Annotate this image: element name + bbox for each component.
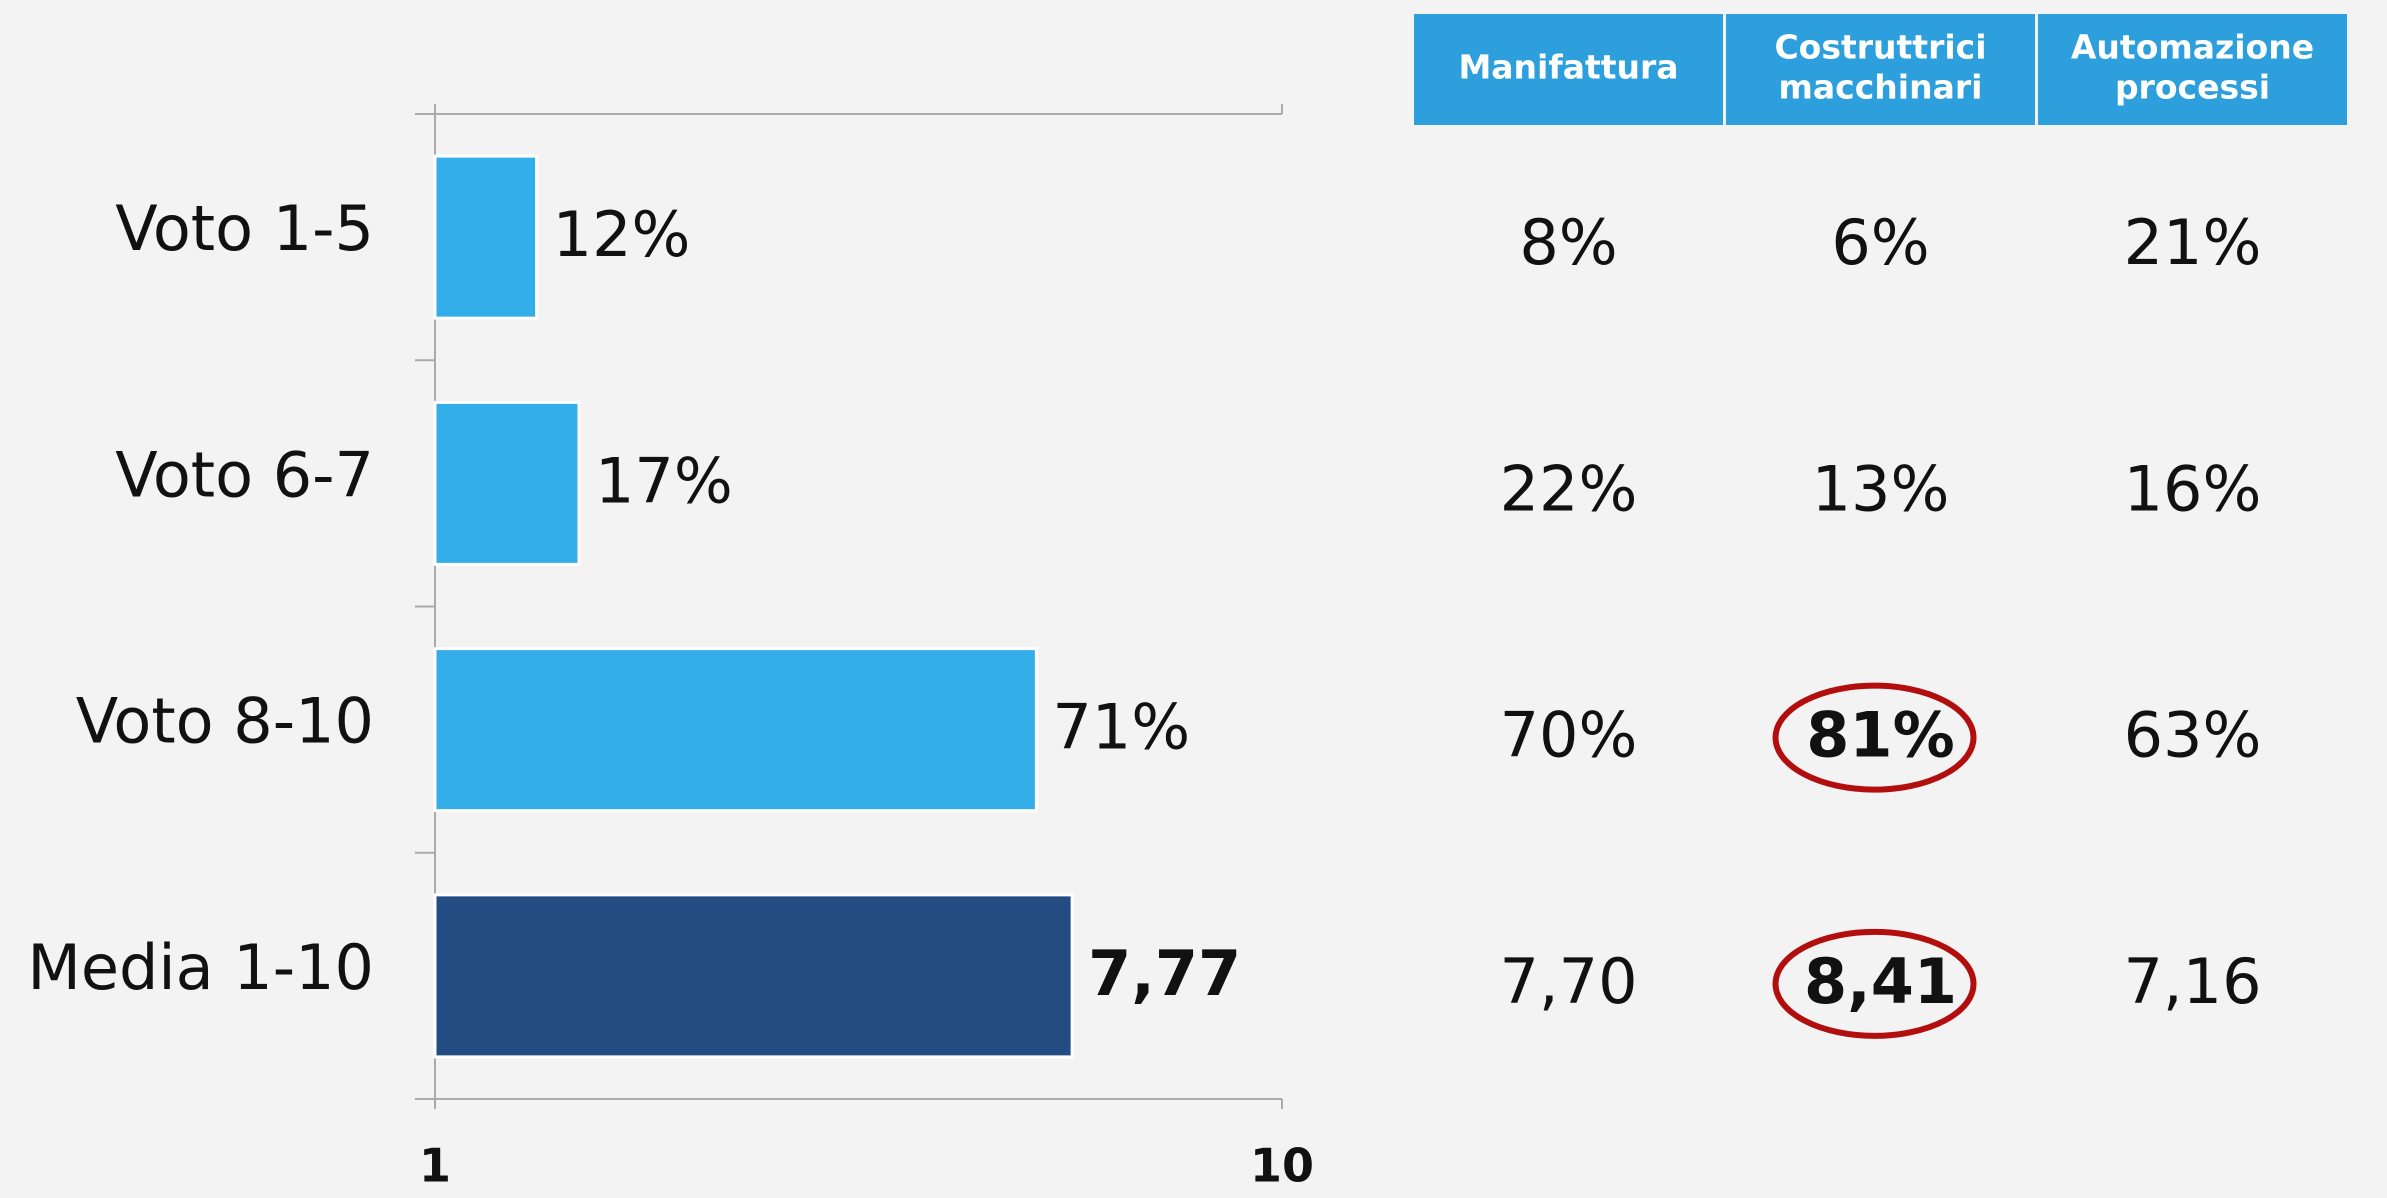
table-cell: 7,16: [2123, 945, 2261, 1018]
category-label: Voto 8-10: [76, 685, 374, 758]
table-header-text: macchinari: [1779, 68, 1983, 107]
table-cell: 6%: [1831, 206, 1929, 279]
highlight-circle: [1772, 928, 1977, 1039]
x-tick-label: 1: [419, 1139, 451, 1193]
table-cell: 22%: [1500, 452, 1638, 525]
table-cell: 70%: [1500, 699, 1638, 772]
table-header-text: Manifattura: [1458, 48, 1678, 87]
table-cell: 8%: [1519, 206, 1617, 279]
value-label: 12%: [553, 198, 691, 271]
bar: [433, 647, 1038, 813]
table-cell: 81%: [1806, 699, 1954, 772]
table-header-cell: [2038, 14, 2347, 125]
category-label: Voto 1-5: [115, 192, 374, 265]
highlight-circle: [1772, 682, 1977, 793]
category-label: Voto 6-7: [115, 438, 374, 511]
table-header-cell: [1726, 14, 2035, 125]
table-header-cell: [1414, 14, 1723, 125]
table-cell: 7,70: [1499, 945, 1637, 1018]
table-cell: 16%: [2124, 452, 2262, 525]
table-header-text: Automazione: [2071, 28, 2314, 67]
table-header-text: Costruttrici: [1774, 28, 1986, 67]
table-cell: 8,41: [1804, 945, 1957, 1018]
value-label: 71%: [1052, 691, 1190, 764]
table-cell: 13%: [1812, 452, 1950, 525]
value-label: 7,77: [1088, 937, 1241, 1010]
category-label: Media 1-10: [27, 931, 374, 1004]
bar: [433, 893, 1074, 1059]
table-cell: 21%: [2124, 206, 2262, 279]
bar: [433, 400, 581, 566]
table-header-text: processi: [2115, 68, 2270, 107]
value-label: 17%: [595, 444, 733, 517]
bar: [433, 154, 539, 320]
x-tick-label: 10: [1250, 1139, 1314, 1193]
table-cell: 63%: [2124, 699, 2262, 772]
